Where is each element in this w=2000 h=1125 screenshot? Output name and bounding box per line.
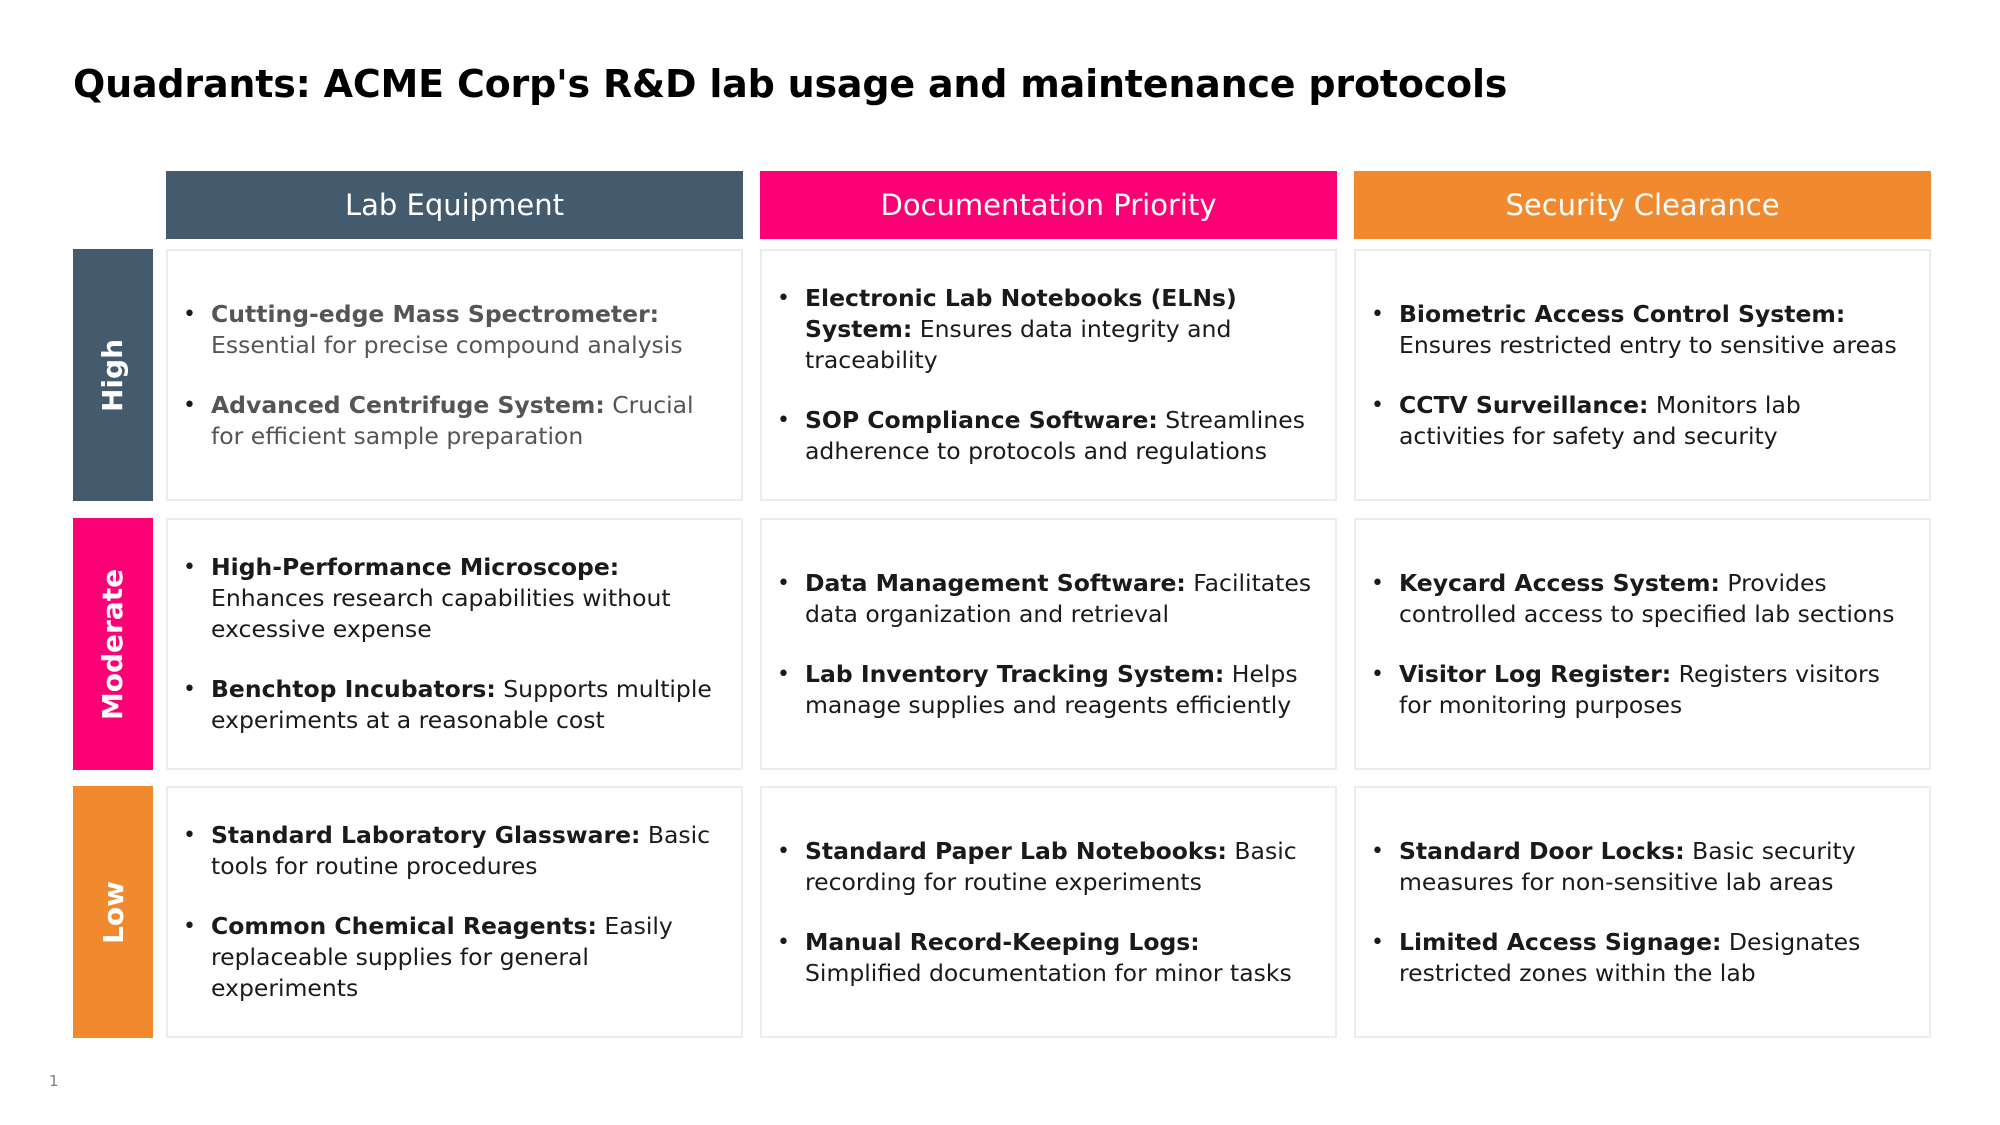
item-title: Standard Door Locks: [1399,836,1685,865]
item-title: Benchtop Incubators: [211,675,496,703]
item-description: Supports multiple experiments at a reaso… [211,675,712,734]
cell-high-security-clearance: Biometric Access Control System: Ensures… [1354,249,1931,501]
bullet-list: Standard Laboratory Glassware: Basic too… [168,820,741,1004]
cell-high-documentation-priority: Electronic Lab Notebooks (ELNs) System: … [760,249,1337,501]
item-description: Crucial for efficient sample preparation [211,390,694,450]
item-title: High-Performance Microscope: [211,553,620,581]
column-header-label: Lab Equipment [345,188,564,222]
bullet-list: High-Performance Microscope: Enhances re… [168,552,741,736]
bullet-list: Biometric Access Control System: Ensures… [1356,299,1929,452]
item-title: Electronic Lab Notebooks (ELNs) System: [805,284,1237,343]
row-header-moderate: Moderate [73,518,153,770]
item-description: Simplified documentation for minor tasks [805,958,1292,987]
cell-moderate-security-clearance: Keycard Access System: Provides controll… [1354,518,1931,770]
column-header-lab-equipment: Lab Equipment [166,171,743,239]
list-item: Limited Access Signage: Designates restr… [1371,927,1911,989]
item-title: Keycard Access System: [1399,568,1720,597]
item-description: Helps manage supplies and reagents effic… [805,659,1298,719]
item-description: Enhances research capabilities without e… [211,584,671,643]
cell-low-lab-equipment: Standard Laboratory Glassware: Basic too… [166,786,743,1038]
bullet-list: Keycard Access System: Provides controll… [1356,568,1929,721]
row-header-label: High [96,338,130,412]
item-title: SOP Compliance Software: [805,406,1158,434]
list-item: Cutting-edge Mass Spectrometer: Essentia… [183,299,723,361]
list-item: High-Performance Microscope: Enhances re… [183,552,723,645]
cell-moderate-lab-equipment: High-Performance Microscope: Enhances re… [166,518,743,770]
item-title: Limited Access Signage: [1399,927,1722,956]
list-item: Data Management Software: Facilitates da… [777,568,1317,630]
item-title: Common Chemical Reagents: [211,912,597,940]
cell-low-security-clearance: Standard Door Locks: Basic security meas… [1354,786,1931,1038]
list-item: Keycard Access System: Provides controll… [1371,568,1911,630]
list-item: CCTV Surveillance: Monitors lab activiti… [1371,390,1911,452]
item-description: Ensures data integrity and traceability [805,315,1232,374]
list-item: Visitor Log Register: Registers visitors… [1371,659,1911,721]
item-title: CCTV Surveillance: [1399,390,1649,419]
cell-moderate-documentation-priority: Data Management Software: Facilitates da… [760,518,1337,770]
item-title: Standard Paper Lab Notebooks: [805,836,1227,865]
item-title: Manual Record-Keeping Logs: [805,927,1200,956]
list-item: Standard Paper Lab Notebooks: Basic reco… [777,836,1317,898]
column-header-security-clearance: Security Clearance [1354,171,1931,239]
list-item: Benchtop Incubators: Supports multiple e… [183,674,723,736]
cell-high-lab-equipment: Cutting-edge Mass Spectrometer: Essentia… [166,249,743,501]
item-description: Facilitates data organization and retrie… [805,568,1312,628]
item-description: Essential for precise compound analysis [211,330,683,359]
item-description: Designates restricted zones within the l… [1399,927,1861,987]
item-description: Registers visitors for monitoring purpos… [1399,659,1880,719]
item-description: Monitors lab activities for safety and s… [1399,390,1801,450]
item-title: Standard Laboratory Glassware: [211,821,641,849]
item-description: Streamlines adherence to protocols and r… [805,406,1305,465]
item-title: Visitor Log Register: [1399,659,1672,688]
list-item: Common Chemical Reagents: Easily replace… [183,911,723,1004]
row-header-label: Low [96,880,130,944]
cell-low-documentation-priority: Standard Paper Lab Notebooks: Basic reco… [760,786,1337,1038]
list-item: Advanced Centrifuge System: Crucial for … [183,390,723,452]
item-description: Basic recording for routine experiments [805,836,1297,896]
item-description: Basic security measures for non-sensitiv… [1399,836,1856,896]
page-number: 1 [49,1072,59,1090]
bullet-list: Standard Door Locks: Basic security meas… [1356,836,1929,989]
item-title: Cutting-edge Mass Spectrometer: [211,299,660,328]
item-title: Lab Inventory Tracking System: [805,659,1225,688]
bullet-list: Data Management Software: Facilitates da… [762,568,1335,721]
item-title: Data Management Software: [805,568,1186,597]
item-description: Easily replaceable supplies for general … [211,912,673,1002]
list-item: Standard Door Locks: Basic security meas… [1371,836,1911,898]
list-item: Biometric Access Control System: Ensures… [1371,299,1911,361]
bullet-list: Standard Paper Lab Notebooks: Basic reco… [762,836,1335,989]
list-item: SOP Compliance Software: Streamlines adh… [777,405,1317,467]
list-item: Electronic Lab Notebooks (ELNs) System: … [777,283,1317,376]
bullet-list: Cutting-edge Mass Spectrometer: Essentia… [168,299,741,452]
item-description: Basic tools for routine procedures [211,821,711,880]
row-header-high: High [73,249,153,501]
row-header-low: Low [73,786,153,1038]
column-header-label: Security Clearance [1505,188,1780,222]
item-description: Ensures restricted entry to sensitive ar… [1399,330,1897,359]
item-title: Biometric Access Control System: [1399,299,1846,328]
column-header-label: Documentation Priority [880,188,1217,222]
row-header-label: Moderate [96,568,130,720]
slide-title: Quadrants: ACME Corp's R&D lab usage and… [73,62,1508,106]
column-header-documentation-priority: Documentation Priority [760,171,1337,239]
bullet-list: Electronic Lab Notebooks (ELNs) System: … [762,283,1335,467]
list-item: Lab Inventory Tracking System: Helps man… [777,659,1317,721]
item-description: Provides controlled access to specified … [1399,568,1895,628]
list-item: Manual Record-Keeping Logs: Simplified d… [777,927,1317,989]
item-title: Advanced Centrifuge System: [211,390,605,419]
list-item: Standard Laboratory Glassware: Basic too… [183,820,723,882]
